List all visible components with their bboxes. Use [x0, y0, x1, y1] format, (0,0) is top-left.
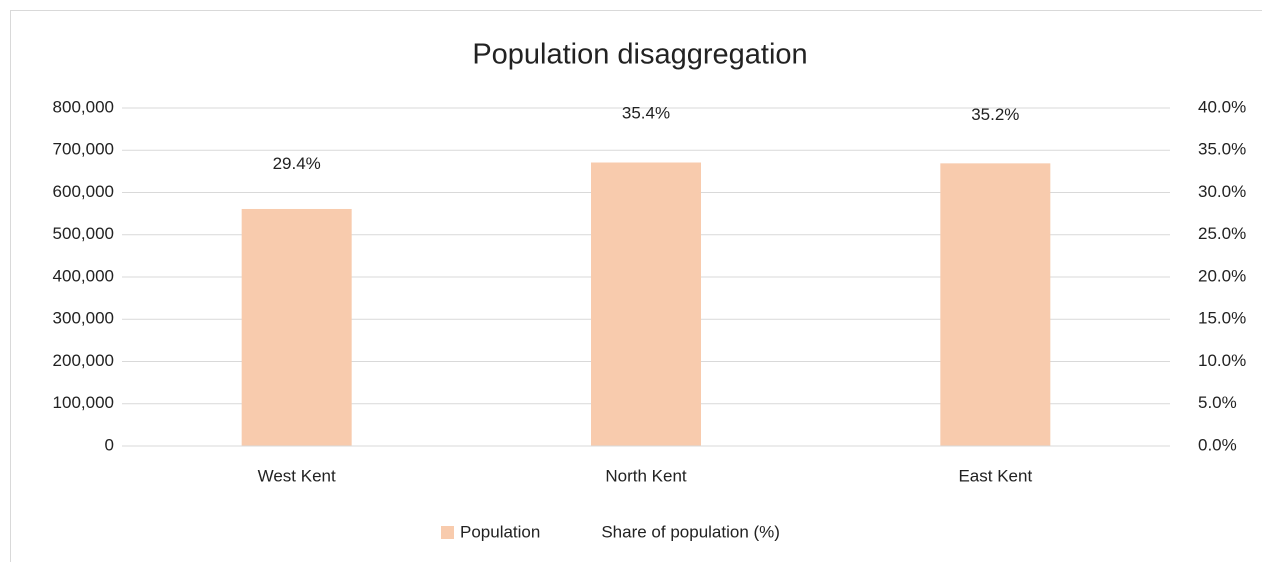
y2-tick-label: 35.0% [1198, 140, 1246, 159]
y-tick-label: 200,000 [53, 351, 114, 370]
y2-tick-label: 20.0% [1198, 266, 1246, 285]
y-tick-label: 500,000 [53, 224, 114, 243]
x-tick-label: East Kent [958, 466, 1032, 485]
y-tick-label: 100,000 [53, 393, 114, 412]
y-tick-label: 0 [105, 435, 114, 454]
y2-tick-label: 10.0% [1198, 351, 1246, 370]
y-tick-label: 300,000 [53, 309, 114, 328]
data-label: 29.4% [273, 154, 321, 173]
x-tick-label: North Kent [605, 466, 687, 485]
data-label: 35.4% [622, 103, 670, 122]
y2-tick-label: 25.0% [1198, 224, 1246, 243]
bar [591, 162, 701, 446]
y2-tick-label: 15.0% [1198, 309, 1246, 328]
legend-label: Population [460, 522, 540, 541]
y2-tick-label: 40.0% [1198, 97, 1246, 116]
bar [940, 163, 1051, 446]
bar [241, 208, 352, 446]
y-tick-label: 800,000 [53, 97, 114, 116]
y2-tick-label: 5.0% [1198, 393, 1237, 412]
y-tick-label: 600,000 [53, 182, 114, 201]
legend-label: Share of population (%) [601, 522, 780, 541]
legend-swatch [441, 526, 454, 539]
share-point [644, 145, 648, 149]
y-tick-label: 400,000 [53, 266, 114, 285]
x-tick-label: West Kent [258, 466, 336, 485]
chart-title: Population disaggregation [472, 39, 807, 71]
data-label: 35.2% [971, 105, 1019, 124]
chart-frame [10, 10, 1262, 562]
y-tick-label: 700,000 [53, 140, 114, 159]
y2-tick-label: 0.0% [1198, 435, 1237, 454]
y2-tick-label: 30.0% [1198, 182, 1246, 201]
share-point [295, 196, 299, 200]
